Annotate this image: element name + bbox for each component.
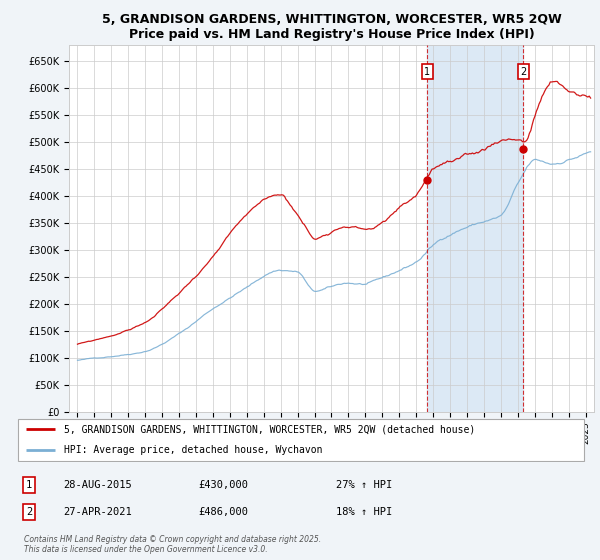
Text: Contains HM Land Registry data © Crown copyright and database right 2025.
This d: Contains HM Land Registry data © Crown c… [23, 535, 321, 554]
Bar [427, 45, 523, 412]
Text: £430,000: £430,000 [199, 480, 248, 490]
Text: 18% ↑ HPI: 18% ↑ HPI [336, 507, 392, 517]
Text: 2: 2 [26, 507, 32, 517]
Text: 1: 1 [26, 480, 32, 490]
Text: HPI: Average price, detached house, Wychavon: HPI: Average price, detached house, Wych… [64, 445, 322, 455]
Text: 27-APR-2021: 27-APR-2021 [64, 507, 133, 517]
Text: 28-AUG-2015: 28-AUG-2015 [64, 480, 133, 490]
Text: 2: 2 [520, 67, 526, 77]
FancyBboxPatch shape [18, 418, 584, 461]
Text: 1: 1 [424, 67, 430, 77]
Text: 27% ↑ HPI: 27% ↑ HPI [336, 480, 392, 490]
Text: 5, GRANDISON GARDENS, WHITTINGTON, WORCESTER, WR5 2QW (detached house): 5, GRANDISON GARDENS, WHITTINGTON, WORCE… [64, 424, 475, 435]
Text: £486,000: £486,000 [199, 507, 248, 517]
Title: 5, GRANDISON GARDENS, WHITTINGTON, WORCESTER, WR5 2QW
Price paid vs. HM Land Reg: 5, GRANDISON GARDENS, WHITTINGTON, WORCE… [101, 13, 562, 41]
